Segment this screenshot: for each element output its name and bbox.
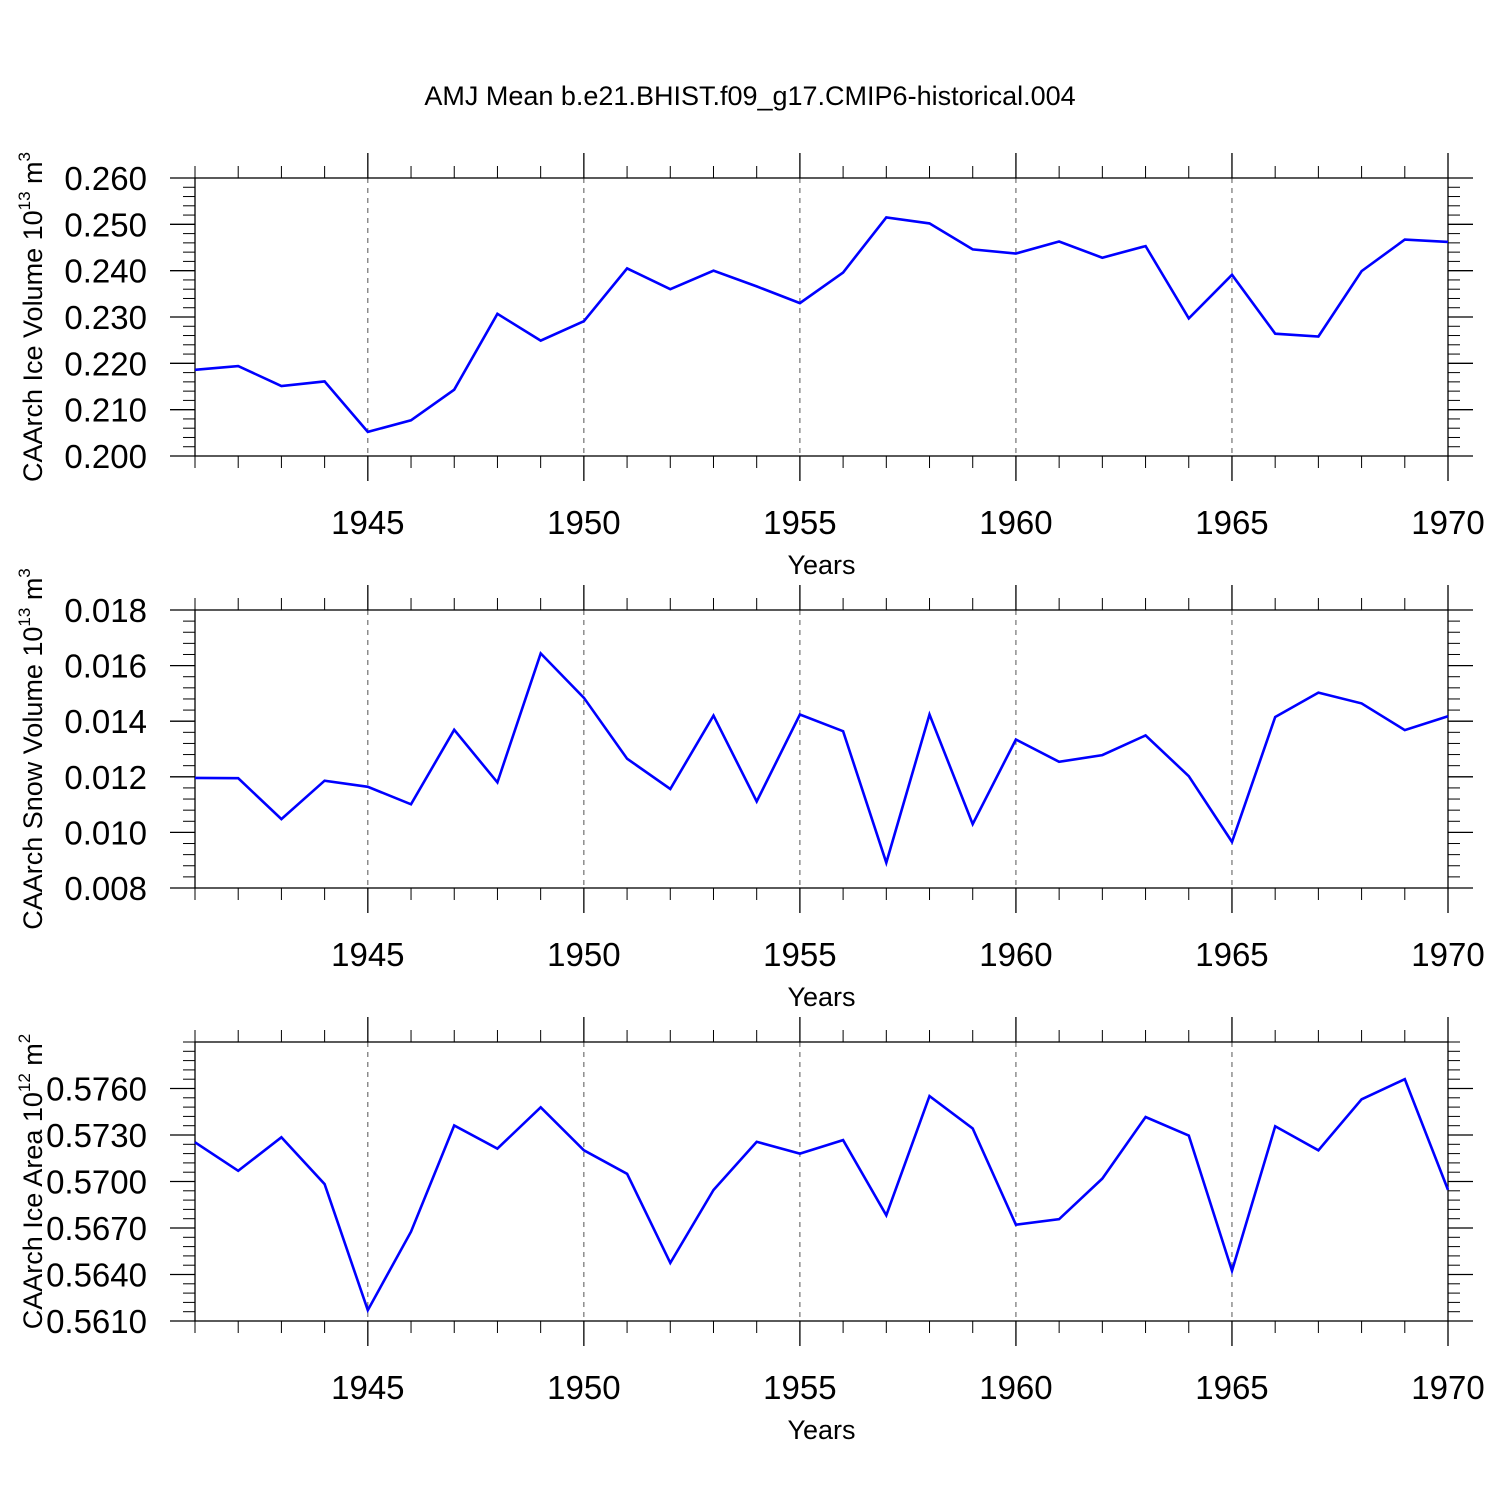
y-tick-label: 0.260 <box>64 160 147 197</box>
y-axis-title-part: 3 <box>15 152 34 161</box>
y-tick-label: 0.5760 <box>46 1071 147 1108</box>
x-tick-label: 1955 <box>763 1369 836 1406</box>
y-axis-title-part: 13 <box>15 191 34 210</box>
x-tick-label: 1955 <box>763 504 836 541</box>
x-tick-label: 1950 <box>547 504 620 541</box>
x-tick-label: 1945 <box>331 504 404 541</box>
y-axis-title-part: CAArch Ice Volume 10 <box>18 210 48 482</box>
x-axis-title: Years <box>787 550 855 580</box>
x-tick-label: 1965 <box>1195 936 1268 973</box>
y-axis-title-part: 2 <box>15 1034 34 1043</box>
y-tick-label: 0.010 <box>64 814 147 851</box>
y-axis-title-part: m <box>18 1043 48 1073</box>
y-axis-title-part: CAArch Ice Area 10 <box>18 1092 48 1329</box>
y-tick-label: 0.5730 <box>46 1117 147 1154</box>
plot-frame <box>194 609 1449 889</box>
series-line <box>194 216 1449 434</box>
x-axis-title: Years <box>787 1415 855 1445</box>
y-axis-title: CAArch Snow Volume 1013 m3 <box>15 568 48 930</box>
x-tick-label: 1970 <box>1411 1369 1484 1406</box>
y-axis-title: CAArch Ice Area 1012 m2 <box>15 1034 48 1330</box>
x-tick-label: 1955 <box>763 936 836 973</box>
y-tick-label: 0.018 <box>64 592 147 629</box>
plot-frame <box>194 177 1449 457</box>
y-tick-label: 0.230 <box>64 299 147 336</box>
y-axis-title-part: m <box>18 161 48 191</box>
panel-1: 0.200 0.210 0.220 0.230 0.240 0.250 0.260 1945 1… <box>15 152 1485 580</box>
y-tick-label: 0.012 <box>64 759 147 796</box>
x-tick-label: 1960 <box>979 1369 1052 1406</box>
y-axis-title-part: m <box>18 578 48 608</box>
y-tick-label: 0.5640 <box>46 1257 147 1294</box>
y-tick-label: 0.250 <box>64 206 147 243</box>
y-tick-label: 0.240 <box>64 253 147 290</box>
y-tick-label: 0.5670 <box>46 1210 147 1247</box>
x-tick-label: 1960 <box>979 936 1052 973</box>
y-axis-title: CAArch Ice Volume 1013 m3 <box>15 152 48 482</box>
x-tick-label: 1950 <box>547 936 620 973</box>
x-tick-label: 1945 <box>331 1369 404 1406</box>
panel-3: 0.5610 0.5640 0.5670 0.5700 0.5730 0.5760 1945… <box>15 1017 1485 1445</box>
y-tick-label: 0.210 <box>64 392 147 429</box>
series-line <box>194 1077 1450 1314</box>
series-line <box>194 650 1449 868</box>
x-tick-label: 1970 <box>1411 504 1484 541</box>
x-tick-label: 1945 <box>331 936 404 973</box>
chart-title: AMJ Mean b.e21.BHIST.f09_g17.CMIP6-histo… <box>424 81 1075 111</box>
y-axis-title-part: CAArch Snow Volume 10 <box>18 627 48 930</box>
y-tick-label: 0.200 <box>64 438 147 475</box>
x-tick-label: 1950 <box>547 1369 620 1406</box>
y-tick-label: 0.5700 <box>46 1164 147 1201</box>
y-axis-title-part: 12 <box>15 1073 34 1092</box>
y-tick-label: 0.220 <box>64 345 147 382</box>
panel-2: 0.008 0.010 0.012 0.014 0.016 0.018 1945 1950 19… <box>15 568 1485 1012</box>
x-tick-label: 1970 <box>1411 936 1484 973</box>
y-tick-label: 0.016 <box>64 648 147 685</box>
y-axis-title-part: 3 <box>15 568 34 577</box>
x-tick-label: 1960 <box>979 504 1052 541</box>
y-tick-label: 0.014 <box>64 703 147 740</box>
y-tick-label: 0.5610 <box>46 1303 147 1340</box>
x-tick-label: 1965 <box>1195 504 1268 541</box>
y-axis-title-part: 13 <box>15 608 34 627</box>
y-tick-label: 0.008 <box>64 870 147 907</box>
x-tick-label: 1965 <box>1195 1369 1268 1406</box>
x-axis-title: Years <box>787 982 855 1012</box>
